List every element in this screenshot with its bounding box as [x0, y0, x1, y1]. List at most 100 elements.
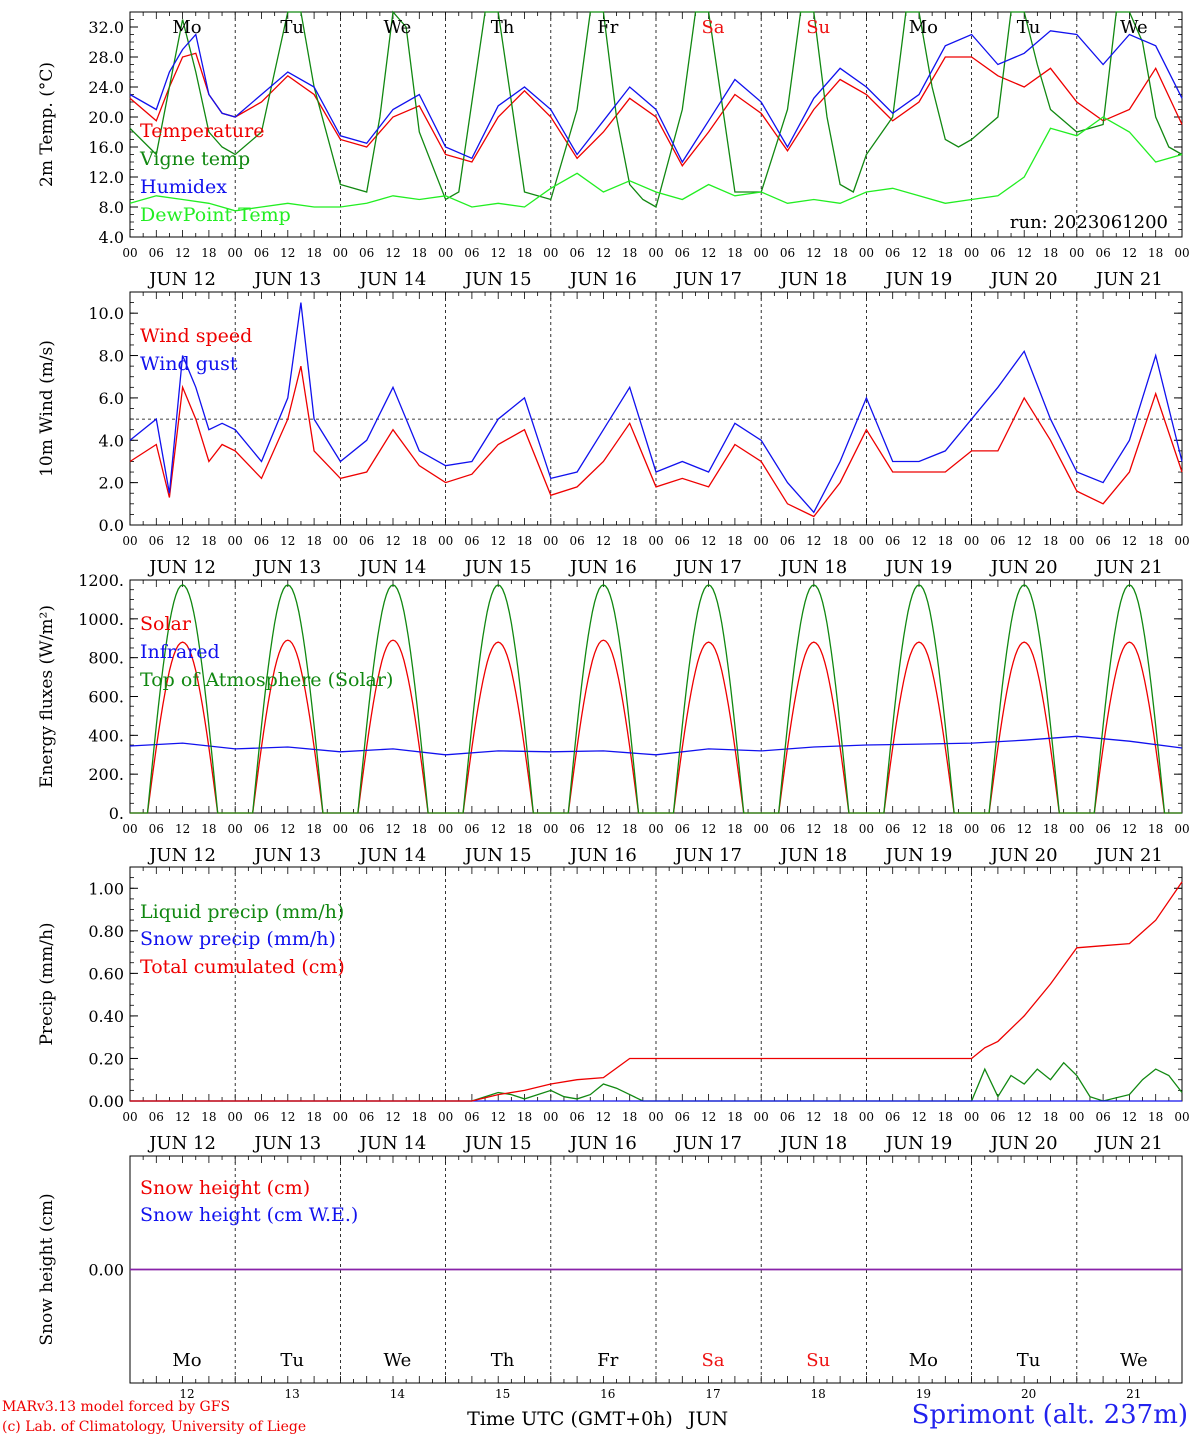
hour-tick-label: 12 [596, 822, 611, 836]
hour-tick-label: 06 [885, 246, 900, 260]
date-label: JUN 14 [358, 269, 427, 290]
date-label: JUN 13 [252, 269, 321, 290]
hour-ticks [129, 580, 1183, 813]
date-label: JUN 18 [778, 845, 847, 866]
hour-tick-label: 12 [1017, 822, 1032, 836]
y-tick-label: 0.40 [88, 1007, 124, 1026]
hour-tick-label: 12 [806, 1110, 821, 1124]
date-label: JUN 17 [673, 1133, 742, 1154]
hour-tick-label: 06 [149, 246, 164, 260]
hour-tick-label: 18 [1148, 822, 1163, 836]
hour-tick-label: 06 [675, 534, 690, 548]
hour-tick-label: 18 [201, 534, 216, 548]
y-tick-label: 8.0 [99, 198, 124, 217]
hour-tick-label: 00 [122, 822, 137, 836]
y-tick-label: 24.0 [88, 78, 124, 97]
hour-tick-label: 12 [701, 246, 716, 260]
date-label: JUN 17 [673, 845, 742, 866]
hour-tick-label: 18 [306, 1110, 321, 1124]
hour-tick-label: 18 [622, 1110, 637, 1124]
hour-tick-label: 06 [569, 1110, 584, 1124]
legend-dewpoint-temp: DewPoint Temp [140, 204, 291, 226]
hour-tick-label: 18 [727, 246, 742, 260]
series-infrared-line [129, 735, 1183, 756]
panel-5: 0.00 Snow height (cm) Snow height (cm) Snow… [37, 1155, 1183, 1384]
hour-tick-label: 06 [990, 1110, 1005, 1124]
day-name-bottom: Tu [1017, 1350, 1041, 1371]
day-name-bottom: We [1120, 1350, 1148, 1371]
hour-tick-label: 06 [1095, 534, 1110, 548]
hour-tick-label: 18 [1148, 1110, 1163, 1124]
hour-tick-label: 00 [648, 246, 663, 260]
hour-tick-label: 12 [175, 1110, 190, 1124]
hour-tick-label: 06 [1095, 1110, 1110, 1124]
hour-tick-label: 00 [333, 246, 348, 260]
hour-tick-label: 12 [911, 534, 926, 548]
hour-tick-label: 06 [359, 246, 374, 260]
day-name-top: Th [491, 17, 515, 38]
hour-tick-label: 00 [333, 822, 348, 836]
hour-tick-label: 12 [701, 534, 716, 548]
hour-tick-label: 00 [754, 246, 769, 260]
date-label: JUN 12 [147, 845, 216, 866]
hour-tick-label: 00 [122, 534, 137, 548]
hour-tick-label: 00 [1069, 822, 1084, 836]
day-name-top: We [1120, 17, 1148, 38]
hour-tick-label: 18 [517, 246, 532, 260]
series-total-cumulated-cm-line [130, 881, 1183, 1102]
date-label: JUN 19 [884, 1133, 953, 1154]
date-label: JUN 18 [778, 269, 847, 290]
hour-tick-label: 18 [201, 1110, 216, 1124]
hour-tick-label: 06 [990, 534, 1005, 548]
y-tick-label: 400. [88, 726, 124, 745]
hour-tick-label: 06 [990, 246, 1005, 260]
day-name-bottom: Mo [172, 1350, 201, 1371]
y-tick-label: 32.0 [88, 18, 124, 37]
date-label: JUN 15 [463, 1133, 532, 1154]
legend-snow-height-cm: Snow height (cm) [140, 1177, 310, 1199]
date-label: JUN 21 [1094, 269, 1163, 290]
hour-tick-label: 00 [859, 534, 874, 548]
hour-tick-label: 12 [911, 1110, 926, 1124]
day-name-bottom: Th [491, 1350, 515, 1371]
hour-tick-label: 12 [1122, 1110, 1137, 1124]
date-label: JUN 21 [1094, 557, 1163, 578]
day-number: 12 [179, 1387, 194, 1401]
series-wind-speed-line [129, 365, 1183, 518]
hour-tick-label: 18 [517, 1110, 532, 1124]
date-label: JUN 18 [778, 557, 847, 578]
series-top-of-atmosphere-solar-line [130, 584, 1182, 814]
legend-snow-precip-mm-h: Snow precip (mm/h) [140, 928, 336, 950]
y-tick-label: 1200. [78, 571, 124, 590]
day-name-top: Fr [597, 17, 618, 38]
hour-tick-label: 06 [780, 1110, 795, 1124]
hour-tick-label: 00 [648, 1110, 663, 1124]
hour-tick-label: 00 [964, 246, 979, 260]
day-number: 17 [705, 1387, 720, 1401]
hour-tick-label: 18 [727, 1110, 742, 1124]
hour-tick-label: 18 [727, 534, 742, 548]
date-label: JUN 18 [778, 1133, 847, 1154]
day-number: 13 [285, 1387, 300, 1401]
hour-tick-label: 06 [149, 1110, 164, 1124]
hour-tick-label: 12 [385, 822, 400, 836]
hour-tick-label: 12 [1017, 534, 1032, 548]
hour-tick-label: 06 [569, 822, 584, 836]
date-label: JUN 12 [147, 269, 216, 290]
hour-tick-label: 06 [149, 534, 164, 548]
day-name-bottom: Mo [909, 1350, 938, 1371]
hour-tick-label: 00 [333, 1110, 348, 1124]
hour-tick-label: 06 [359, 1110, 374, 1124]
hour-tick-label: 00 [1174, 246, 1189, 260]
day-name-top: Su [806, 17, 830, 38]
date-label: JUN 15 [463, 557, 532, 578]
date-label: JUN 13 [252, 1133, 321, 1154]
y-tick-label: 800. [88, 649, 124, 668]
hour-tick-label: 00 [964, 1110, 979, 1124]
legend-temperature: Temperature [140, 120, 264, 142]
hour-tick-label: 00 [543, 822, 558, 836]
hour-tick-label: 06 [569, 246, 584, 260]
day-number: 20 [1021, 1387, 1036, 1401]
date-label: JUN 19 [884, 557, 953, 578]
